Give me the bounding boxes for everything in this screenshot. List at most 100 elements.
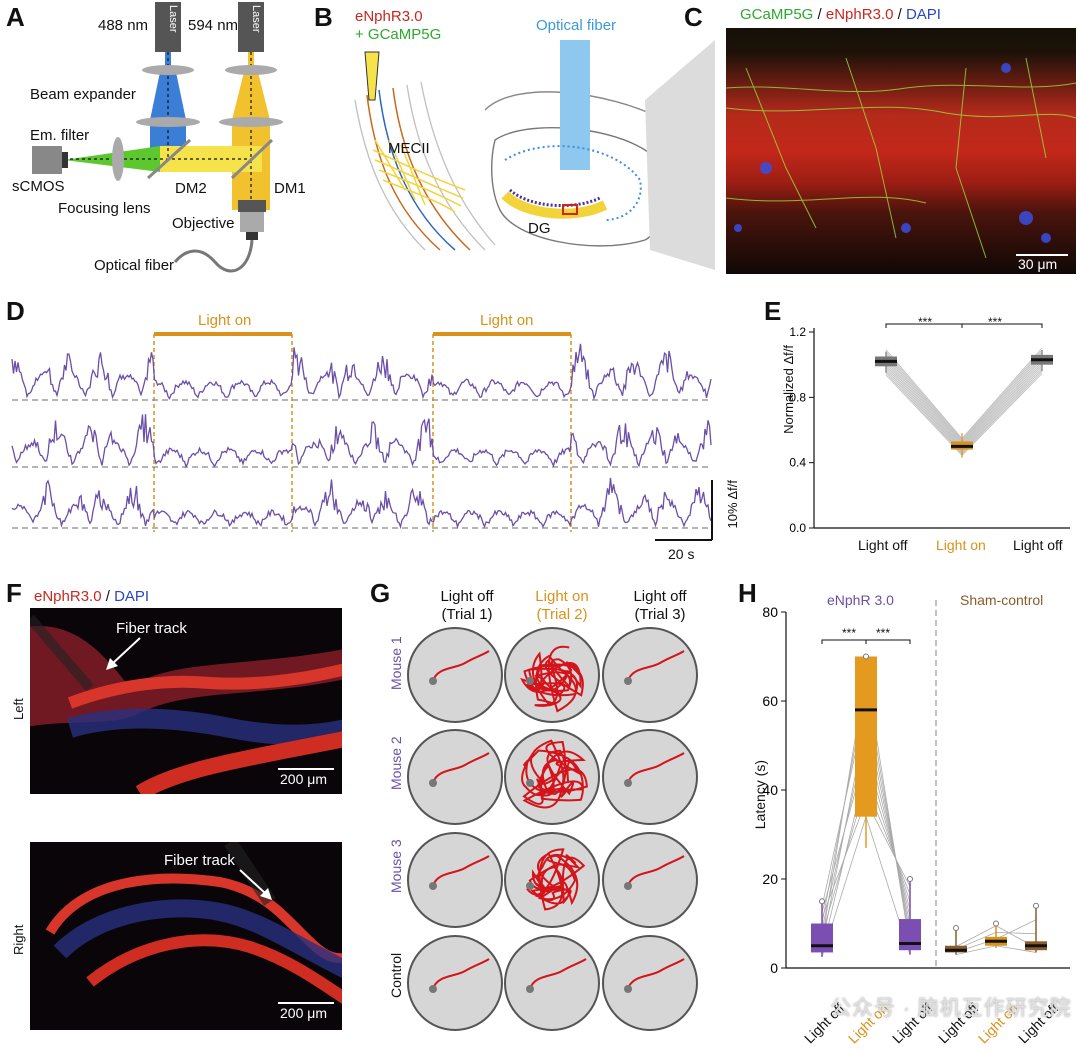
g-col3-l1: Light off xyxy=(633,588,687,605)
h-box xyxy=(899,919,921,951)
g-row-mouse2: Mouse 2 xyxy=(388,736,404,790)
e-ylabel: Normalized Δf/f xyxy=(781,345,796,434)
h-group2: Sham-control xyxy=(960,592,1044,608)
g-row-mouse1: Mouse 1 xyxy=(388,636,404,690)
panel-e-chart: 0.0 0.4 0.8 1.2 xyxy=(789,323,1070,535)
h-ytick-label: 20 xyxy=(762,871,778,887)
h-box xyxy=(855,656,877,817)
panel-g-grid xyxy=(407,627,698,1031)
h-ytick-label: 60 xyxy=(762,693,778,709)
trajectory xyxy=(627,855,685,887)
panel-letter-a: A xyxy=(6,2,25,32)
trajectory xyxy=(432,752,490,784)
optical-fiber-label: Optical fiber xyxy=(94,257,175,274)
panel-a-diagram xyxy=(32,2,283,273)
construct-red: eNphR3.0 xyxy=(355,8,423,25)
mecii-label: MECII xyxy=(388,140,430,157)
start-point xyxy=(526,677,534,685)
objective xyxy=(238,200,266,212)
panel-letter-c: C xyxy=(684,2,703,32)
trajectory xyxy=(627,752,685,784)
trajectory xyxy=(521,739,588,809)
focusing-lens xyxy=(112,137,124,181)
f-title-blue: DAPI xyxy=(114,588,150,605)
e-ytick-label: 1.2 xyxy=(789,325,806,339)
panel-h-chart: 0 20 40 60 80 xyxy=(762,600,1070,976)
beam-expander-label: Beam expander xyxy=(30,86,136,103)
right-label: Right xyxy=(11,924,26,955)
g-col2-l2: (Trial 2) xyxy=(536,606,588,623)
arena xyxy=(407,729,503,825)
trace-1 xyxy=(11,343,712,401)
arena xyxy=(602,832,698,928)
lens-1 xyxy=(142,65,194,75)
h-ytick-label: 80 xyxy=(762,604,778,620)
e-ytick-label: 0.4 xyxy=(789,456,806,470)
g-col2-l1: Light on xyxy=(535,588,589,605)
scalebar-f2 xyxy=(278,1002,334,1004)
g-col3-l2: (Trial 3) xyxy=(634,606,686,623)
f-title-red: eNphR3.0 xyxy=(34,588,102,605)
scale-x-label: 20 s xyxy=(668,546,695,562)
arena xyxy=(407,832,503,928)
confocal-image-c: 30 μm xyxy=(726,28,1076,274)
e-pair-line xyxy=(885,357,1043,446)
histology-left: 200 μm xyxy=(30,608,342,794)
dm2-mirror xyxy=(146,138,192,180)
panel-b-diagram xyxy=(354,40,715,270)
left-label: Left xyxy=(11,698,26,720)
trajectory xyxy=(529,958,587,990)
h-ytick-label: 40 xyxy=(762,782,778,798)
h-outlier xyxy=(863,653,869,660)
dg-yellow xyxy=(501,191,608,219)
arrow-2 xyxy=(239,869,272,900)
title-gcamp: GCaMP5G xyxy=(740,6,814,23)
fiber-track-1: Fiber track xyxy=(116,620,187,637)
panel-letter-e: E xyxy=(764,296,782,326)
title-enphr: eNphR3.0 xyxy=(825,6,894,23)
e-xlabel-2: Light off xyxy=(1013,537,1063,553)
h-sig-1: *** xyxy=(842,626,857,640)
h-outlier xyxy=(1033,902,1039,909)
e-xlabel-1: Light on xyxy=(936,537,986,553)
panel-letter-f: F xyxy=(6,578,22,608)
trace-2 xyxy=(11,414,712,469)
objective-label: Objective xyxy=(172,215,235,232)
scalebar-f1 xyxy=(278,768,334,770)
start-point xyxy=(624,882,632,890)
f-title-sep: / xyxy=(101,588,115,605)
trajectory xyxy=(432,958,490,990)
title-sep: / xyxy=(893,6,906,23)
title-dapi: DAPI xyxy=(905,6,941,23)
e-sig-bracket xyxy=(885,323,1043,328)
dg-red-band xyxy=(67,663,342,709)
arena xyxy=(504,935,600,1031)
start-point xyxy=(429,882,437,890)
light-on-bar-2 xyxy=(433,332,571,336)
trajectory xyxy=(432,650,490,682)
panel-letter-h: H xyxy=(738,578,757,608)
h-box xyxy=(811,923,833,953)
dm1-mirror xyxy=(230,138,274,180)
dm1-label: DM1 xyxy=(274,180,306,197)
g-row-control: Control xyxy=(388,952,404,998)
scmos-label: sCMOS xyxy=(12,178,65,195)
arena xyxy=(602,729,698,825)
histology-right: 200 μm xyxy=(30,842,342,1030)
start-point xyxy=(429,779,437,787)
start-point xyxy=(429,985,437,993)
e-pair-line xyxy=(885,359,1043,447)
e-ytick-label: 0.8 xyxy=(789,390,806,404)
h-outlier xyxy=(953,924,959,931)
panel-f-title: eNphR3.0 / DAPI xyxy=(34,588,149,605)
laser-594 xyxy=(238,2,264,52)
laser-label-2: Laser xyxy=(250,5,262,33)
dg-label: DG xyxy=(528,220,551,237)
light-on-label-1: Light on xyxy=(198,312,252,329)
expander-lens-2 xyxy=(219,117,283,127)
panel-letter-b: B xyxy=(314,2,333,32)
scale-f2-label: 200 μm xyxy=(280,1005,327,1021)
start-point xyxy=(624,985,632,993)
em-filter-label: Em. filter xyxy=(30,127,90,144)
panel-letter-g: G xyxy=(370,578,391,608)
